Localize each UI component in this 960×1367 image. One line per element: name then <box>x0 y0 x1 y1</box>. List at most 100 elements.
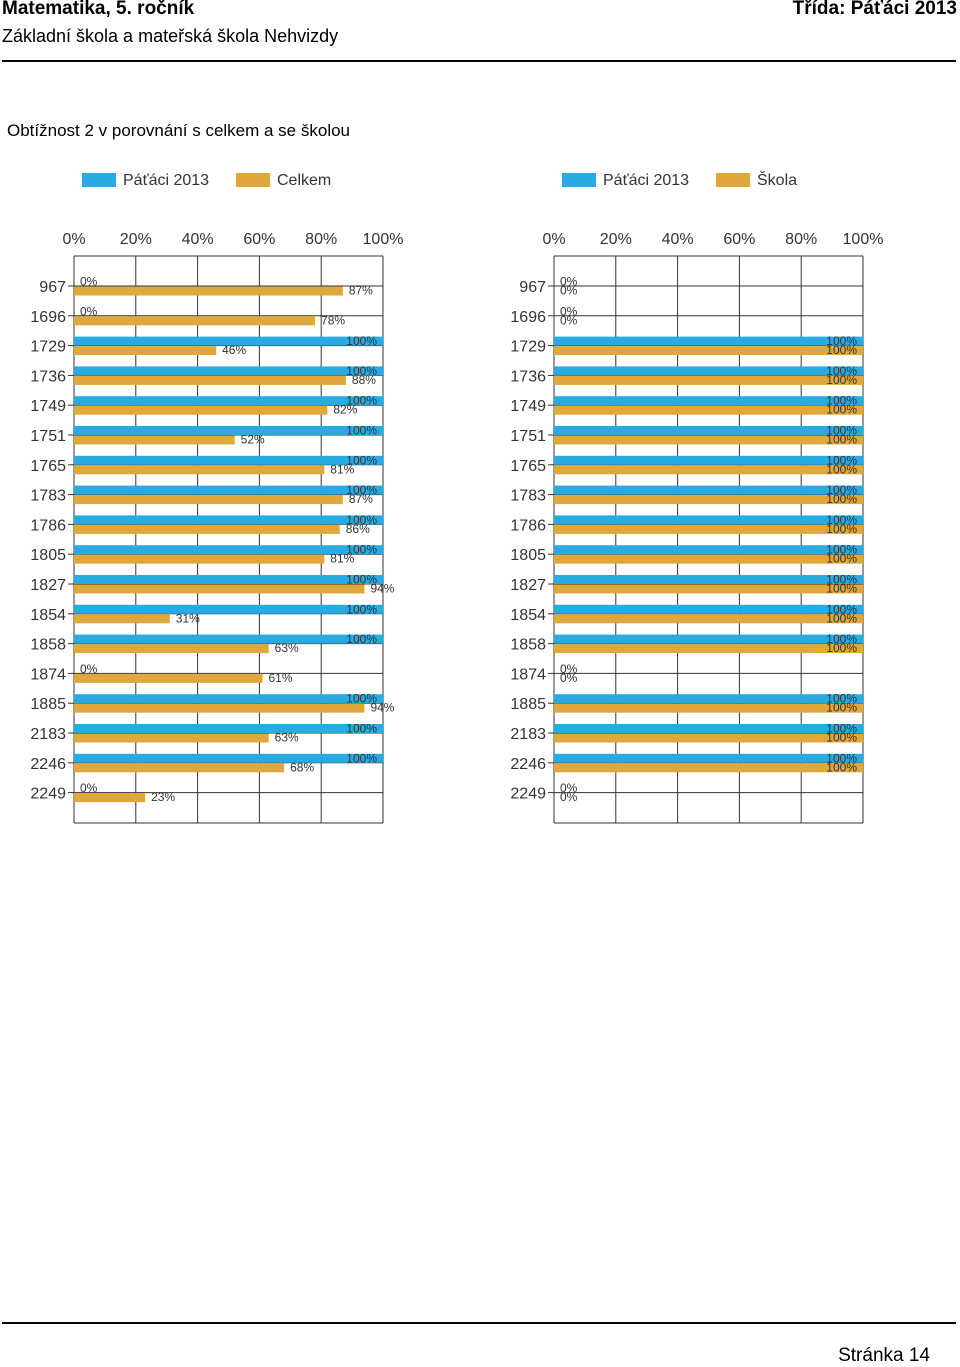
category-label: 1729 <box>510 339 546 356</box>
bar-primary <box>554 604 863 614</box>
legend-swatch-1 <box>562 173 596 187</box>
bar-value-label: 82% <box>333 403 357 417</box>
category-label: 1696 <box>30 309 66 326</box>
category-label: 2249 <box>30 786 66 803</box>
x-tick-label: 100% <box>363 231 404 248</box>
bar-secondary <box>554 346 863 356</box>
bar-value-label: 100% <box>826 483 857 497</box>
category-label: 1854 <box>30 607 66 624</box>
x-tick-label: 40% <box>182 231 214 248</box>
bar-primary <box>74 426 383 435</box>
bar-value-label: 100% <box>826 334 857 348</box>
bar-primary <box>554 575 863 584</box>
subject-title: Matematika, 5. ročník <box>2 0 195 19</box>
bar-primary <box>554 724 863 733</box>
category-label: 1786 <box>510 517 546 534</box>
bar-value-label: 100% <box>826 751 857 765</box>
bar-value-label: 100% <box>346 483 377 497</box>
bar-primary <box>74 724 383 733</box>
category-label: 1749 <box>510 398 546 415</box>
section-title: Obtížnost 2 v porovnání s celkem a se šk… <box>7 121 351 140</box>
footer-divider <box>2 1322 956 1324</box>
bar-secondary <box>74 435 235 445</box>
bar-value-label: 0% <box>560 284 578 298</box>
bar-value-label: 100% <box>826 364 857 378</box>
category-label: 1786 <box>30 517 66 534</box>
bar-secondary <box>554 465 863 475</box>
category-label: 1885 <box>510 696 546 713</box>
bar-secondary <box>74 495 343 505</box>
bar-primary <box>74 515 383 525</box>
bar-value-label: 100% <box>346 394 377 408</box>
legend-label-1: Páťáci 2013 <box>603 172 689 189</box>
bar-value-label: 100% <box>826 433 857 447</box>
bar-value-label: 63% <box>275 731 299 745</box>
bar-secondary <box>554 614 863 624</box>
bar-value-label: 100% <box>826 453 857 467</box>
category-label: 1827 <box>30 577 66 594</box>
bar-value-label: 100% <box>346 453 377 467</box>
bar-primary <box>74 604 383 614</box>
bar-value-label: 100% <box>826 602 857 616</box>
bar-value-label: 88% <box>352 373 376 387</box>
legend-label-2: Škola <box>757 170 797 189</box>
bar-primary <box>74 396 383 406</box>
bar-secondary <box>554 405 863 415</box>
bar-secondary <box>554 584 863 594</box>
bar-value-label: 100% <box>826 522 857 536</box>
bar-secondary <box>554 733 863 743</box>
bar-value-label: 100% <box>826 722 857 736</box>
bar-value-label: 0% <box>560 662 578 676</box>
category-label: 967 <box>519 279 546 296</box>
x-tick-label: 0% <box>542 231 565 248</box>
category-label: 2246 <box>510 756 546 773</box>
category-label: 1751 <box>510 428 546 445</box>
bar-primary <box>554 426 863 435</box>
header-divider <box>2 60 956 62</box>
category-label: 2246 <box>30 756 66 773</box>
bar-secondary <box>554 644 863 654</box>
category-label: 967 <box>39 279 66 296</box>
category-label: 1805 <box>510 547 546 564</box>
bar-value-label: 0% <box>80 781 98 795</box>
page-number: Stránka 14 <box>838 1345 930 1366</box>
category-label: 1765 <box>510 458 546 475</box>
category-label: 2249 <box>510 786 546 803</box>
bar-secondary <box>554 435 863 445</box>
bar-value-label: 31% <box>176 611 200 625</box>
category-label: 1729 <box>30 339 66 356</box>
category-label: 2183 <box>510 726 546 743</box>
bar-primary <box>74 455 383 465</box>
bar-value-label: 0% <box>80 662 98 676</box>
bar-secondary <box>74 375 346 385</box>
bar-primary <box>74 336 383 346</box>
bar-secondary <box>74 793 146 803</box>
class-label: Třída: Páťáci 2013 <box>792 0 957 19</box>
bar-primary <box>74 634 383 644</box>
bar-value-label: 23% <box>151 790 175 804</box>
bar-secondary <box>74 733 269 743</box>
bar-value-label: 100% <box>826 513 857 527</box>
bar-value-label: 94% <box>370 582 394 596</box>
category-label: 1765 <box>30 458 66 475</box>
bar-primary <box>554 366 863 376</box>
x-tick-label: 100% <box>843 231 884 248</box>
bar-value-label: 100% <box>826 552 857 566</box>
bar-value-label: 100% <box>826 462 857 476</box>
school-name: Základní škola a mateřská škola Nehvizdy <box>2 26 339 46</box>
bar-secondary <box>554 524 863 534</box>
category-label: 1749 <box>30 398 66 415</box>
bar-secondary <box>74 316 316 326</box>
bar-secondary <box>74 465 325 475</box>
bar-value-label: 100% <box>346 424 377 438</box>
x-tick-label: 60% <box>723 231 755 248</box>
bar-secondary <box>74 614 170 624</box>
bar-value-label: 100% <box>826 582 857 596</box>
bar-value-label: 0% <box>80 275 98 289</box>
bar-primary <box>554 485 863 495</box>
bar-primary <box>74 485 383 495</box>
bar-secondary <box>74 673 263 683</box>
bar-value-label: 100% <box>346 364 377 378</box>
category-label: 1751 <box>30 428 66 445</box>
bar-value-label: 0% <box>560 313 578 327</box>
